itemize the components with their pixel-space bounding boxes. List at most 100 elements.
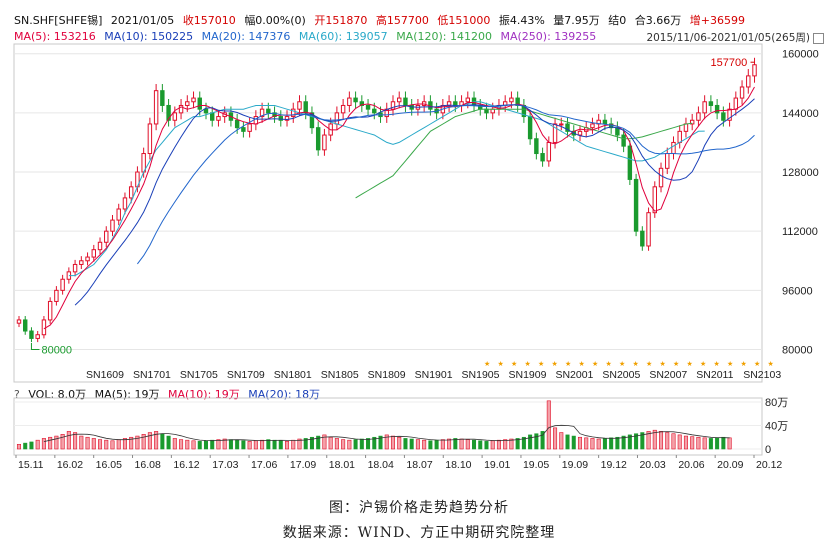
volume: 量7.95万	[553, 14, 600, 27]
oi-change: 增+36599	[689, 14, 746, 27]
volume-bar	[60, 434, 65, 450]
contract-label: SN1709	[227, 369, 265, 381]
candle-body	[91, 249, 97, 258]
volume-bar	[378, 435, 383, 450]
volume-bar	[48, 436, 53, 450]
candle-body	[160, 90, 165, 106]
volume-bar	[154, 431, 159, 450]
date-tick-label: 18.07	[406, 459, 432, 471]
volume-bar	[590, 438, 595, 450]
volume-bar	[79, 435, 84, 450]
event-star-icon: ★	[646, 360, 652, 368]
volume-bar	[484, 441, 489, 450]
volume-bar	[602, 438, 607, 450]
candle-body	[702, 101, 707, 114]
volume-bar	[160, 433, 165, 450]
high: 高157700	[375, 14, 429, 27]
contract-label: SN1701	[133, 369, 171, 381]
period-range[interactable]: 2015/11/06-2021/01/05(265周)	[646, 30, 824, 45]
close: 收157010	[182, 14, 236, 27]
volume-bar	[515, 438, 520, 450]
event-star-icon: ★	[606, 360, 612, 368]
event-star-icon: ★	[579, 360, 585, 368]
volume-bar	[222, 438, 227, 450]
volume-bar	[465, 439, 470, 450]
volume-bar	[179, 439, 184, 450]
candle-body	[752, 64, 757, 77]
volume-bar	[397, 436, 402, 450]
volume-bar	[459, 438, 464, 450]
candle-body	[191, 97, 196, 103]
open-interest: 合3.66万	[634, 14, 682, 27]
volume-bar	[285, 441, 290, 450]
date-tick-label: 15.11	[18, 459, 44, 471]
candle-body	[23, 319, 28, 332]
candle-body	[534, 138, 539, 155]
candle-body	[640, 230, 645, 247]
volume-tick-label: 40万	[765, 421, 788, 433]
ma5-line	[43, 86, 755, 330]
range-toggle-icon[interactable]	[813, 32, 824, 44]
event-star-icon: ★	[538, 360, 544, 368]
volume-bar	[353, 439, 358, 450]
date-tick-label: 18.01	[329, 459, 355, 471]
high-label: 157700	[711, 57, 748, 69]
candle-body	[35, 334, 40, 339]
volume-bar	[197, 441, 202, 450]
date-tick-label: 17.06	[251, 459, 277, 471]
date-tick-label: 19.05	[523, 459, 549, 471]
volume-bar	[110, 440, 115, 450]
low: 低151000	[437, 14, 491, 27]
volume-bar	[509, 438, 514, 450]
event-star-icon: ★	[768, 360, 774, 368]
candle-body	[397, 97, 402, 103]
candle-body	[490, 108, 495, 114]
figure-source: 数据来源：WIND、方正中期研究院整理	[282, 525, 556, 541]
volume-bar	[677, 434, 682, 450]
volume-bar	[166, 435, 171, 450]
candle-body	[665, 153, 670, 169]
volume-tick-label: 0	[765, 444, 771, 456]
candle-body	[97, 241, 103, 251]
volume-bar	[366, 438, 371, 450]
candle-body	[247, 123, 252, 132]
help-icon[interactable]: ?	[14, 388, 20, 401]
candle-body	[72, 263, 78, 273]
volume-bar	[372, 436, 377, 450]
volume-bar	[266, 439, 271, 450]
contract-label: SN1905	[462, 369, 500, 381]
candle-body	[727, 108, 732, 121]
volume-bar	[191, 440, 196, 450]
date-tick-label: 17.09	[290, 459, 316, 471]
volume-bar	[621, 435, 626, 450]
volume-bar	[634, 433, 639, 450]
contract-label: SN2007	[649, 369, 687, 381]
volume-bar	[627, 434, 632, 450]
event-star-icon: ★	[633, 360, 639, 368]
candle-body	[546, 141, 552, 162]
candle-body	[210, 112, 215, 121]
contract-label: SN1901	[415, 369, 453, 381]
volume-bar	[671, 433, 676, 450]
volume-panel-frame	[13, 397, 763, 456]
volume-bar	[104, 439, 109, 450]
candle-body	[652, 186, 658, 214]
date-tick-label: 20.12	[756, 459, 782, 471]
volume-bar	[384, 434, 389, 450]
candle-body	[683, 123, 689, 132]
volume-bar	[652, 429, 657, 450]
volume-bar	[278, 440, 283, 450]
volume-bar	[453, 438, 458, 450]
candle-body	[733, 97, 739, 110]
contract-label: SN2103	[743, 369, 781, 381]
candle-body	[540, 153, 545, 162]
volume-bar	[565, 434, 570, 450]
volume-bar	[260, 439, 265, 450]
volume-bar	[609, 437, 614, 450]
candle-body	[527, 116, 533, 140]
candle-body	[453, 101, 458, 106]
amplitude: 振4.43%	[498, 14, 545, 27]
volume-bar	[640, 432, 645, 450]
event-star-icon: ★	[687, 360, 693, 368]
candle-body	[104, 230, 109, 243]
